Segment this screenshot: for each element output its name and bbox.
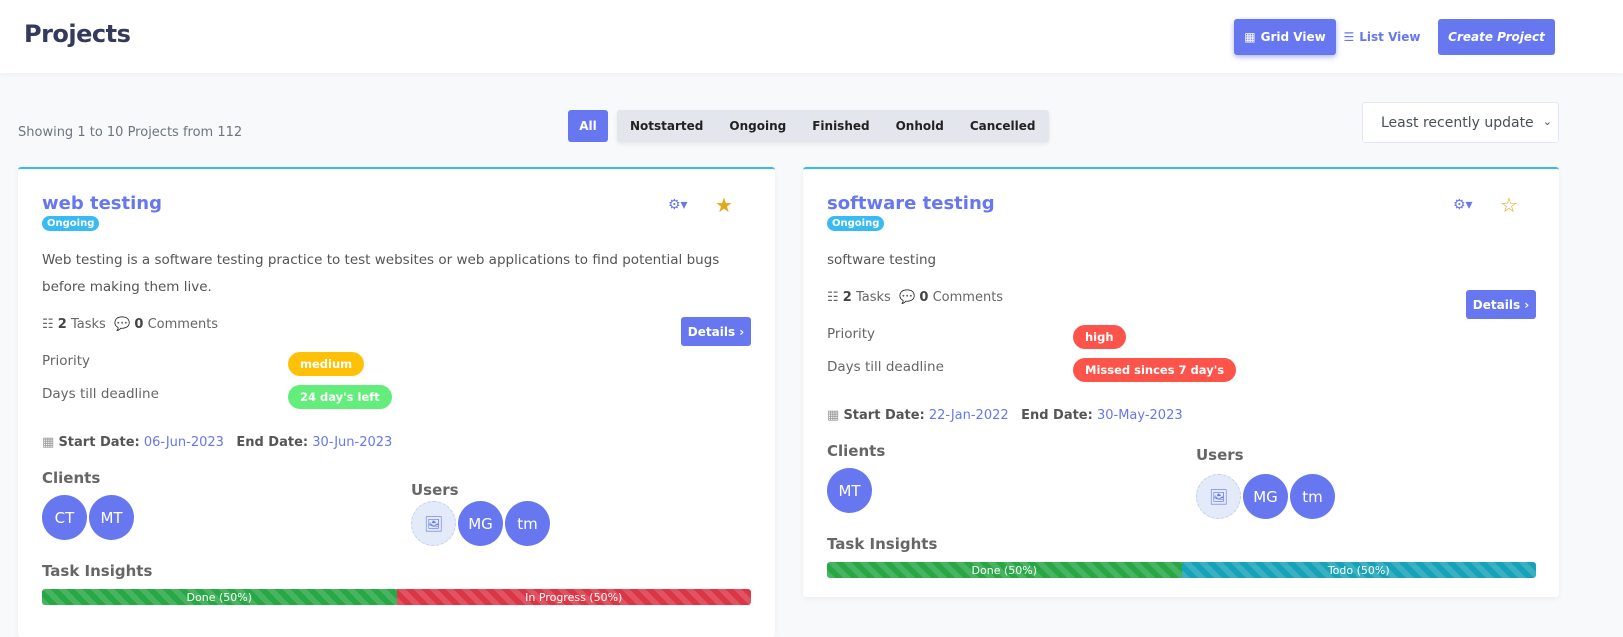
project-card: web testing Ongoing ⚙▾ ★ Web testing is … bbox=[18, 167, 775, 637]
status-filters: All Notstarted Ongoing Finished Onhold C… bbox=[568, 110, 1049, 142]
filter-cancelled[interactable]: Cancelled bbox=[969, 119, 1036, 133]
grid-view-button[interactable]: ▦ Grid View bbox=[1234, 19, 1336, 55]
project-description: software testing bbox=[827, 252, 937, 268]
comments-icon: 💬 bbox=[114, 317, 131, 332]
users-heading: Users bbox=[1196, 446, 1244, 464]
progress-segment: Done (50%) bbox=[827, 562, 1182, 578]
gear-icon[interactable]: ⚙▾ bbox=[1453, 197, 1473, 213]
project-meta: ☷ 2 Tasks 💬 0 Comments bbox=[42, 317, 219, 332]
task-insights-heading: Task Insights bbox=[827, 535, 938, 553]
user-avatar[interactable]: MG bbox=[1243, 474, 1288, 519]
tasks-icon: ☷ bbox=[42, 317, 54, 332]
client-avatar[interactable]: MT bbox=[89, 495, 134, 540]
calendar-icon: ▦ bbox=[42, 435, 55, 450]
deadline-label: Days till deadline bbox=[42, 386, 159, 402]
filter-all[interactable]: All bbox=[568, 110, 608, 142]
clients-list: MT bbox=[827, 468, 874, 513]
priority-label: Priority bbox=[827, 326, 876, 342]
project-title[interactable]: web testing bbox=[42, 193, 162, 214]
user-avatar[interactable]: MG bbox=[458, 501, 503, 546]
task-insights-bar: Done (50%) In Progress (50%) bbox=[42, 589, 751, 605]
status-badge: Ongoing bbox=[42, 216, 100, 231]
user-avatar-placeholder[interactable]: 🖼 bbox=[1196, 474, 1241, 519]
clients-heading: Clients bbox=[827, 442, 886, 460]
clients-list: CT MT bbox=[42, 495, 136, 540]
create-project-button[interactable]: Create Project bbox=[1438, 19, 1555, 55]
star-outline-icon[interactable]: ☆ bbox=[1500, 193, 1518, 217]
sort-select[interactable]: Least recently update ⌄ bbox=[1362, 102, 1559, 143]
priority-label: Priority bbox=[42, 353, 91, 369]
project-title[interactable]: software testing bbox=[827, 193, 995, 214]
filter-finished[interactable]: Finished bbox=[812, 119, 870, 133]
client-avatar[interactable]: CT bbox=[42, 495, 87, 540]
user-avatar-placeholder[interactable]: 🖼 bbox=[411, 501, 456, 546]
priority-badge: medium bbox=[288, 352, 365, 376]
filter-ongoing[interactable]: Ongoing bbox=[729, 119, 787, 133]
task-insights-bar: Done (50%) Todo (50%) bbox=[827, 562, 1536, 578]
deadline-label: Days till deadline bbox=[827, 359, 944, 375]
filter-onhold[interactable]: Onhold bbox=[895, 119, 944, 133]
deadline-badge: 24 day's left bbox=[288, 385, 392, 409]
users-list: 🖼 MG tm bbox=[1196, 474, 1337, 519]
status-badge: Ongoing bbox=[827, 216, 885, 231]
showing-count: Showing 1 to 10 Projects from 112 bbox=[18, 125, 243, 140]
calendar-icon: ▦ bbox=[827, 408, 840, 423]
users-heading: Users bbox=[411, 481, 459, 499]
clients-heading: Clients bbox=[42, 469, 101, 487]
gear-icon[interactable]: ⚙▾ bbox=[668, 197, 688, 213]
user-avatar[interactable]: tm bbox=[1290, 474, 1335, 519]
comments-icon: 💬 bbox=[899, 290, 916, 305]
list-icon: ☰ bbox=[1343, 30, 1355, 44]
project-dates: ▦ Start Date: 22-Jan-2022 End Date: 30-M… bbox=[827, 408, 1183, 423]
chevron-down-icon: ⌄ bbox=[1542, 115, 1552, 128]
progress-segment: Done (50%) bbox=[42, 589, 397, 605]
filter-notstarted[interactable]: Notstarted bbox=[630, 119, 704, 133]
deadline-badge: Missed sinces 7 day's bbox=[1073, 358, 1237, 382]
progress-segment: In Progress (50%) bbox=[396, 589, 751, 605]
project-meta: ☷ 2 Tasks 💬 0 Comments bbox=[827, 290, 1004, 305]
top-bar: Projects ▦ Grid View ☰ List View Create Pr… bbox=[0, 0, 1623, 73]
progress-segment: Todo (50%) bbox=[1181, 562, 1536, 578]
tasks-icon: ☷ bbox=[827, 290, 839, 305]
list-view-button[interactable]: ☰ List View bbox=[1343, 30, 1421, 44]
image-icon: 🖼 bbox=[423, 514, 444, 533]
users-list: 🖼 MG tm bbox=[411, 501, 552, 546]
user-avatar[interactable]: tm bbox=[505, 501, 550, 546]
grid-icon: ▦ bbox=[1244, 30, 1256, 44]
star-filled-icon[interactable]: ★ bbox=[715, 193, 733, 217]
details-button[interactable]: Details › bbox=[681, 317, 751, 346]
project-dates: ▦ Start Date: 06-Jun-2023 End Date: 30-J… bbox=[42, 435, 393, 450]
project-card: software testing Ongoing ⚙▾ ☆ software t… bbox=[803, 167, 1559, 597]
task-insights-heading: Task Insights bbox=[42, 562, 153, 580]
image-icon: 🖼 bbox=[1208, 487, 1229, 506]
page-title: Projects bbox=[24, 20, 131, 48]
priority-badge: high bbox=[1073, 325, 1126, 349]
client-avatar[interactable]: MT bbox=[827, 468, 872, 513]
project-description: Web testing is a software testing practi… bbox=[42, 252, 720, 295]
details-button[interactable]: Details › bbox=[1466, 290, 1536, 319]
